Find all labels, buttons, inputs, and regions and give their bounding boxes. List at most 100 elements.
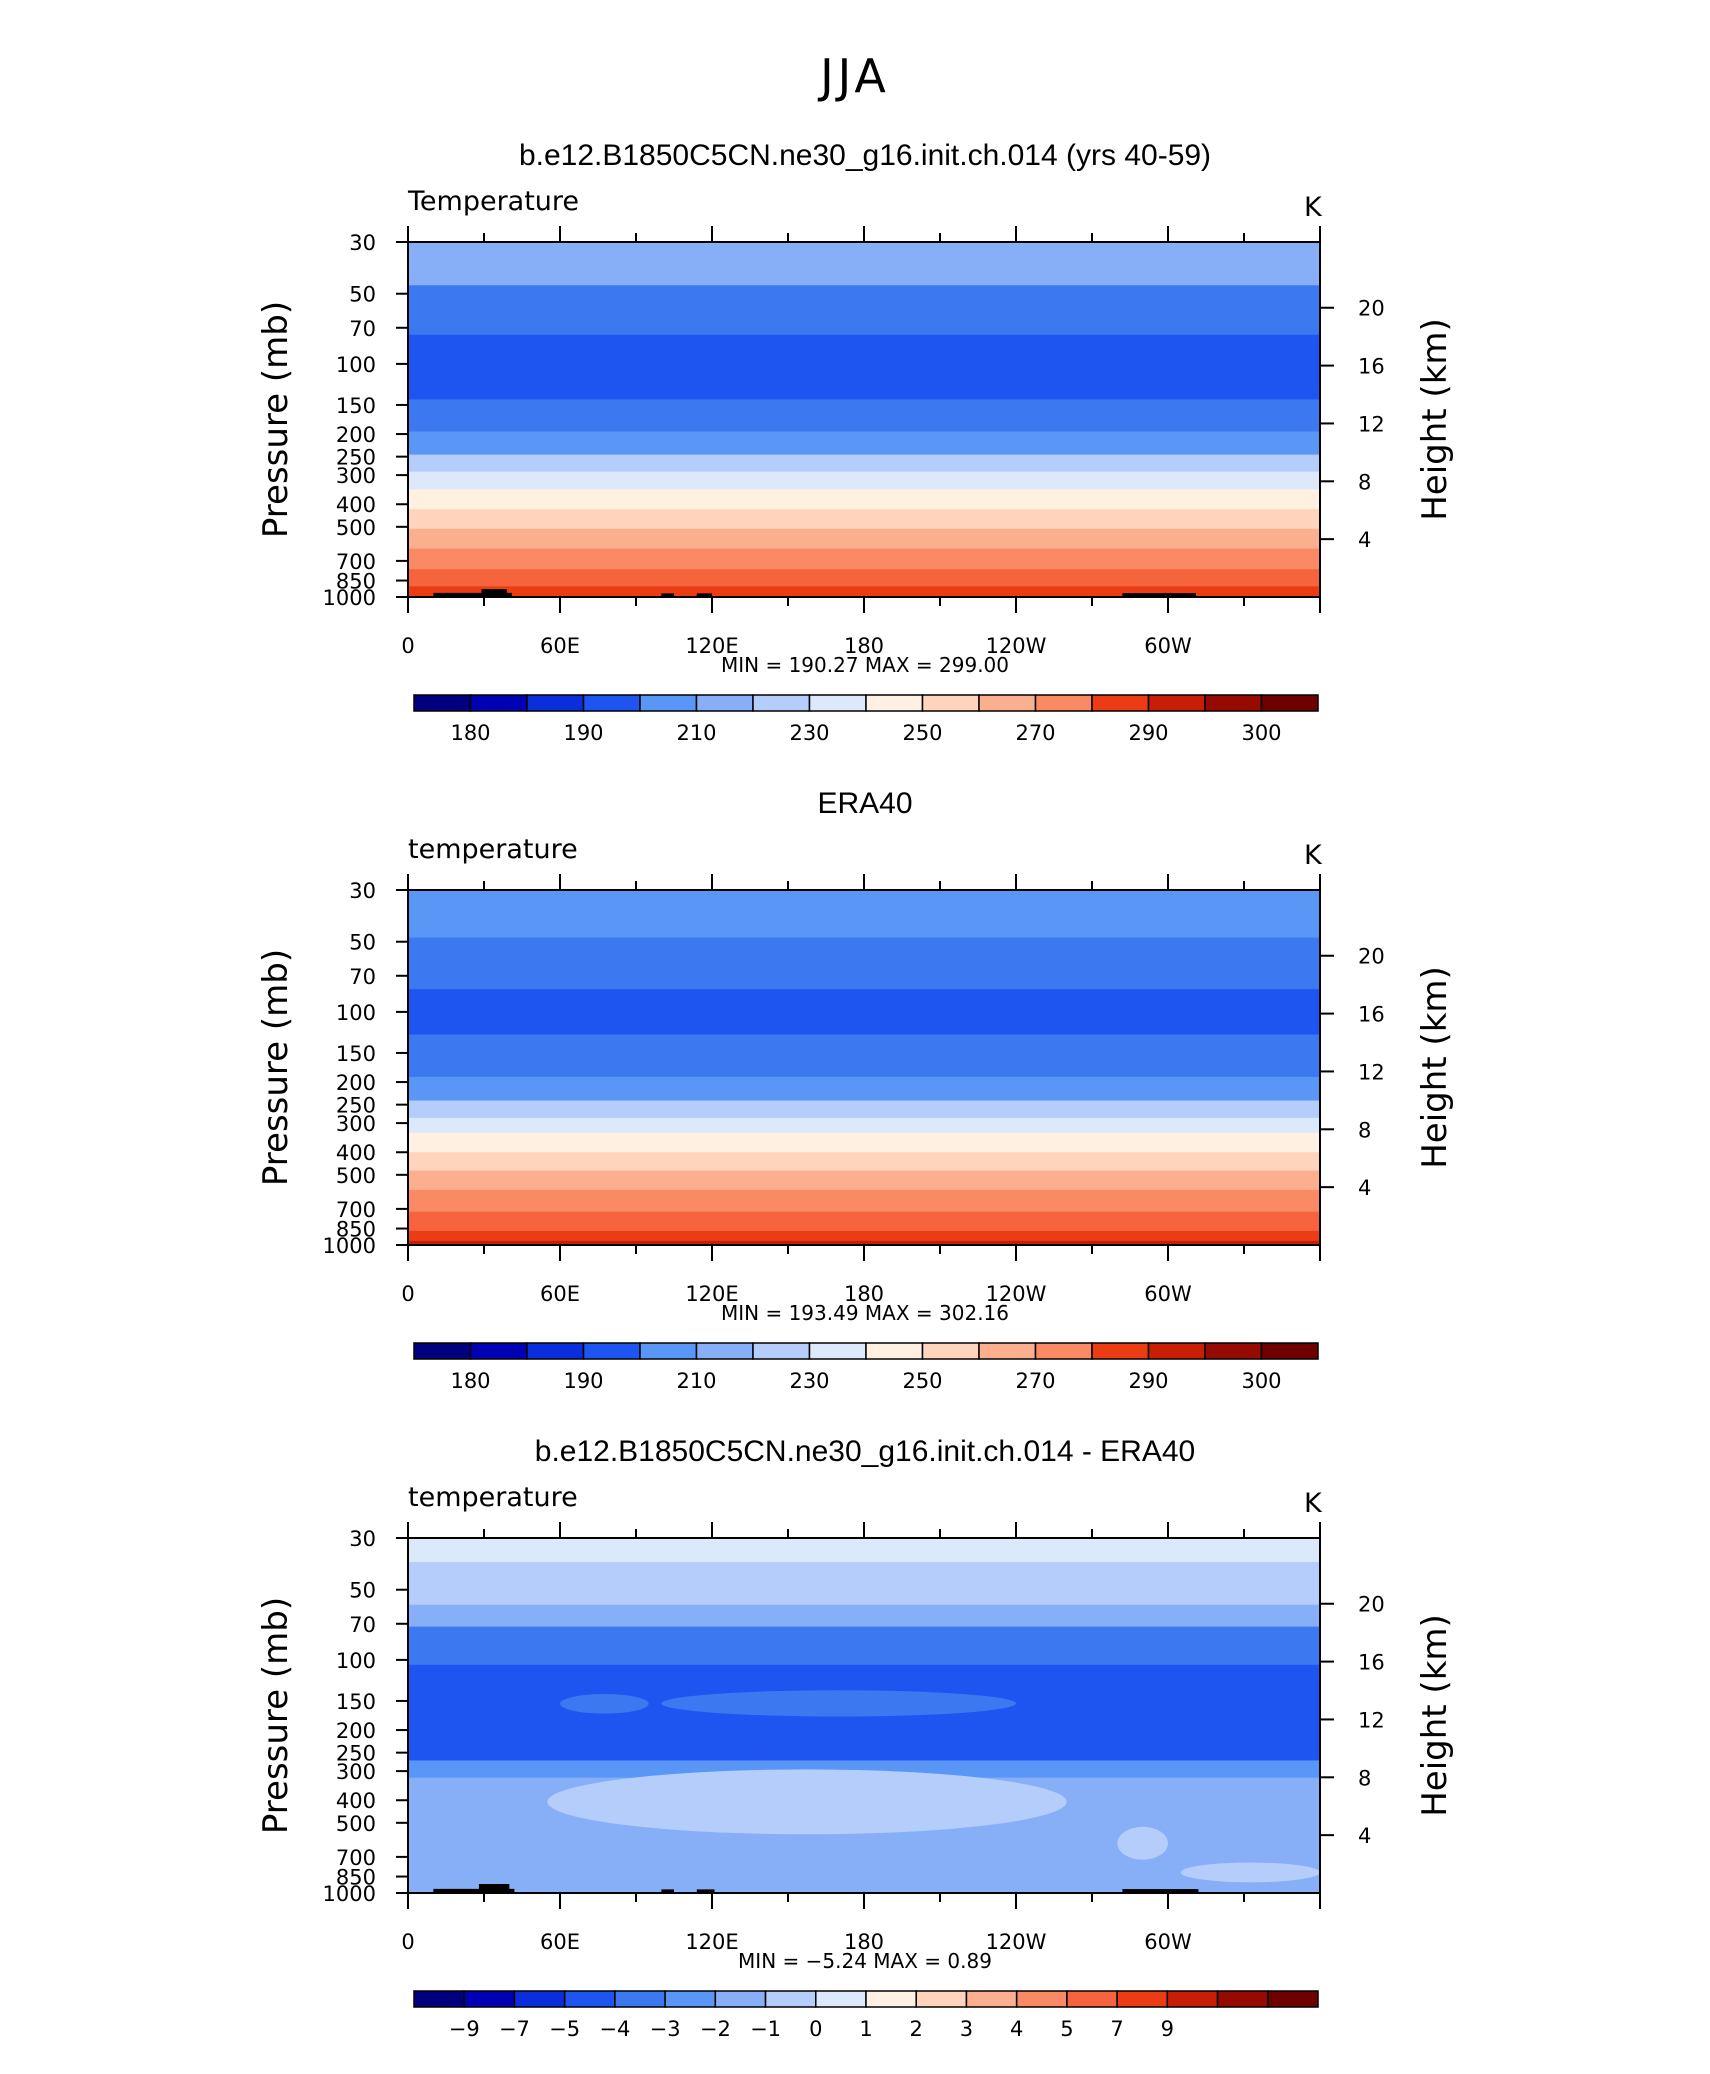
y-right-tick-label: 16 bbox=[1358, 1651, 1385, 1675]
y-right-tick-label: 20 bbox=[1358, 945, 1385, 969]
colorbar-label: 300 bbox=[1241, 721, 1281, 745]
topography-mask bbox=[696, 1889, 715, 1893]
panel-3: b.e12.B1850C5CN.ne30_g16.init.ch.014 - E… bbox=[256, 1435, 1455, 2041]
colorbar-label: −4 bbox=[599, 2017, 630, 2041]
topography-mask bbox=[433, 592, 512, 597]
colorbar-swatch bbox=[1147, 1342, 1206, 1360]
contour-band bbox=[408, 1076, 1320, 1102]
colorbar-label: 180 bbox=[450, 1369, 490, 1393]
colorbar-swatch bbox=[865, 1990, 917, 2008]
x-tick-label: 120W bbox=[986, 634, 1047, 658]
x-tick-label: 60W bbox=[1144, 1930, 1192, 1954]
y-tick-label: 700 bbox=[336, 1198, 376, 1222]
colorbar-label: 250 bbox=[902, 721, 942, 745]
x-tick-label: 120W bbox=[986, 1282, 1047, 1306]
colorbar-swatch bbox=[921, 1342, 980, 1360]
contour-band bbox=[408, 1189, 1320, 1213]
colorbar-swatch bbox=[1147, 694, 1206, 712]
contour-band bbox=[408, 548, 1320, 570]
colorbar-label: 9 bbox=[1161, 2017, 1174, 2041]
colorbar-swatch bbox=[664, 1990, 717, 2008]
colorbar-label: −2 bbox=[700, 2017, 731, 2041]
y-tick-label: 300 bbox=[336, 464, 376, 488]
x-tick-label: 60E bbox=[540, 634, 580, 658]
y-tick-label: 700 bbox=[336, 1846, 376, 1870]
topography-mask bbox=[1122, 593, 1196, 597]
y-tick-label: 500 bbox=[336, 1812, 376, 1836]
contour-band bbox=[408, 1034, 1320, 1078]
y-tick-label: 50 bbox=[349, 283, 376, 307]
y-tick-label: 150 bbox=[336, 394, 376, 418]
topography-mask bbox=[1122, 1889, 1199, 1893]
colorbar-swatch bbox=[1216, 1990, 1269, 2008]
contour-band bbox=[408, 334, 1320, 400]
colorbar-label: 270 bbox=[1015, 721, 1055, 745]
colorbar-label: 230 bbox=[789, 721, 829, 745]
contour-band bbox=[408, 1132, 1320, 1153]
contour-band bbox=[408, 489, 1320, 510]
y-axis-label: Pressure (mb) bbox=[256, 1597, 296, 1834]
contour-region bbox=[661, 1690, 1016, 1717]
colorbar-swatch bbox=[582, 694, 641, 712]
colorbar-swatch bbox=[764, 1990, 817, 2008]
colorbar-swatch bbox=[582, 1342, 641, 1360]
colorbar-swatch bbox=[469, 1342, 528, 1360]
y-tick-label: 500 bbox=[336, 1164, 376, 1188]
y-right-tick-label: 20 bbox=[1358, 297, 1385, 321]
colorbar-label: 250 bbox=[902, 1369, 942, 1393]
colorbar-swatch bbox=[808, 694, 867, 712]
colorbar-swatch bbox=[865, 694, 924, 712]
colorbar-swatch bbox=[978, 694, 1037, 712]
y-tick-label: 100 bbox=[336, 353, 376, 377]
contour-band bbox=[408, 1100, 1320, 1119]
colorbar-swatch bbox=[1260, 1342, 1319, 1360]
y-tick-label: 1000 bbox=[323, 1234, 376, 1258]
figure-title: JJA bbox=[817, 49, 890, 103]
y-right-tick-label: 8 bbox=[1358, 1118, 1371, 1142]
contour-band bbox=[408, 431, 1320, 456]
colorbar-swatch bbox=[469, 694, 528, 712]
y-tick-label: 150 bbox=[336, 1690, 376, 1714]
colorbar-swatch bbox=[1034, 1342, 1093, 1360]
y-right-tick-label: 12 bbox=[1358, 1708, 1385, 1732]
min-max-text: MIN = 190.27 MAX = 299.00 bbox=[721, 653, 1009, 677]
min-max-text: MIN = 193.49 MAX = 302.16 bbox=[721, 1301, 1009, 1325]
colorbar-label: 2 bbox=[910, 2017, 923, 2041]
x-tick-label: 60W bbox=[1144, 634, 1192, 658]
y-tick-label: 250 bbox=[336, 1094, 376, 1118]
y-tick-label: 70 bbox=[349, 965, 376, 989]
plot-area bbox=[408, 242, 1320, 597]
y-tick-label: 1000 bbox=[323, 586, 376, 610]
contour-band bbox=[408, 937, 1320, 990]
colorbar-label: 270 bbox=[1015, 1369, 1055, 1393]
topography-mask bbox=[661, 1889, 674, 1893]
colorbar-swatch bbox=[1204, 694, 1263, 712]
contour-region bbox=[1117, 1826, 1168, 1860]
colorbar-swatch bbox=[695, 694, 754, 712]
colorbar-label: 0 bbox=[809, 2017, 822, 2041]
y-tick-label: 200 bbox=[336, 1071, 376, 1095]
y-tick-label: 300 bbox=[336, 1760, 376, 1784]
y-tick-label: 400 bbox=[336, 493, 376, 517]
contour-band bbox=[408, 1760, 1320, 1779]
y-tick-label: 200 bbox=[336, 423, 376, 447]
y-right-tick-label: 12 bbox=[1358, 412, 1385, 436]
colorbar-swatch bbox=[526, 1342, 585, 1360]
colorbar-swatch bbox=[413, 694, 472, 712]
colorbar-swatch bbox=[639, 694, 698, 712]
plot-area bbox=[408, 890, 1320, 1245]
y-tick-label: 100 bbox=[336, 1001, 376, 1025]
colorbar-swatch bbox=[526, 694, 585, 712]
y-tick-label: 850 bbox=[336, 570, 376, 594]
colorbar-swatch bbox=[808, 1342, 867, 1360]
y-right-tick-label: 4 bbox=[1358, 1176, 1371, 1200]
y-tick-label: 300 bbox=[336, 1112, 376, 1136]
contour-band bbox=[408, 1561, 1320, 1606]
x-tick-label: 60E bbox=[540, 1930, 580, 1954]
y-tick-label: 70 bbox=[349, 1613, 376, 1637]
colorbar-swatch bbox=[1015, 1990, 1068, 2008]
y-tick-label: 70 bbox=[349, 317, 376, 341]
colorbar-label: 190 bbox=[563, 1369, 603, 1393]
contour-band bbox=[408, 1211, 1320, 1232]
